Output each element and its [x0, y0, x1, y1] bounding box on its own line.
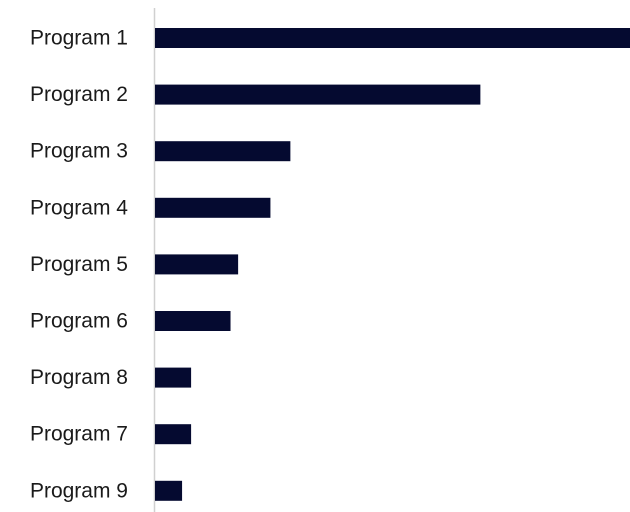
bar-program-2 — [155, 84, 481, 105]
category-label-group: Program 1 Program 2 Program 3 Program 4 Prog… — [30, 27, 128, 503]
bar-program-5 — [155, 254, 239, 275]
bar-program-9 — [155, 480, 183, 501]
category-label: Program 2 — [30, 83, 128, 106]
category-label: Program 6 — [30, 310, 128, 333]
category-label: Program 7 — [30, 423, 128, 446]
category-label: Program 5 — [30, 253, 128, 276]
bar-program-1 — [155, 28, 630, 48]
category-label: Program 4 — [30, 196, 128, 219]
bar-program-3 — [155, 141, 291, 162]
bar-group — [155, 28, 630, 501]
bar-program-6 — [155, 311, 231, 331]
category-label: Program 8 — [30, 366, 128, 389]
category-label: Program 3 — [30, 140, 128, 163]
bar-program-4 — [155, 197, 271, 218]
category-label: Program 9 — [30, 479, 128, 502]
bar-program-7 — [155, 424, 192, 445]
category-label: Program 1 — [30, 27, 128, 50]
bar-program-8 — [155, 367, 192, 388]
